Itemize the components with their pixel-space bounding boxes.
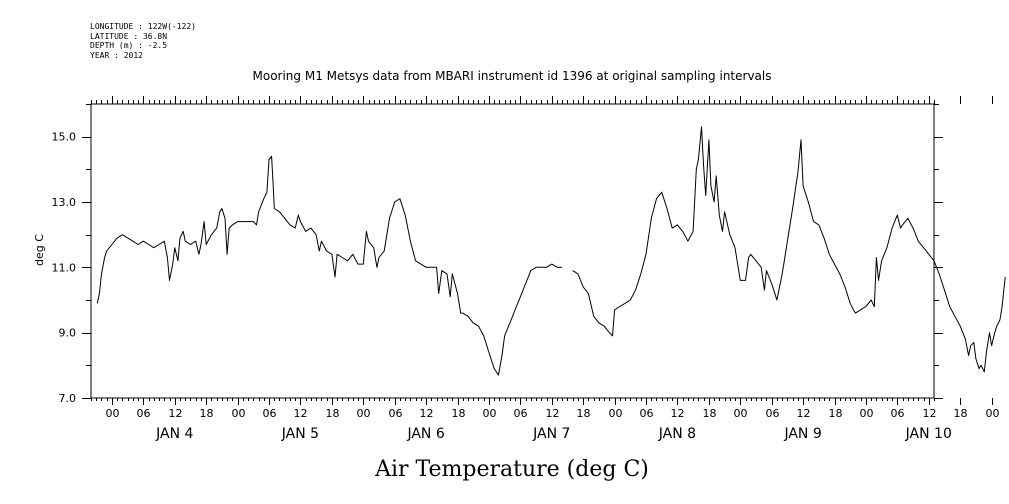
x-hour-tick-label: 12 bbox=[671, 407, 685, 420]
x-axis-label: Air Temperature (deg C) bbox=[374, 457, 649, 482]
air-temperature-line bbox=[572, 126, 1006, 373]
x-hour-tick-label: 06 bbox=[514, 407, 528, 420]
x-hour-tick-label: 00 bbox=[232, 407, 246, 420]
axes-group: 00 06 12 18 00 06 12 18 00 06 12 18 00 06 12 18 00 06 12 18… bbox=[52, 96, 1000, 442]
x-hour-tick-label: 18 bbox=[200, 407, 214, 420]
x-hour-tick-label: 18 bbox=[954, 407, 968, 420]
plot-area bbox=[96, 126, 1006, 376]
x-hour-tick-label: 18 bbox=[829, 407, 843, 420]
x-hour-tick-label: 00 bbox=[483, 407, 497, 420]
x-day-label: JAN 10 bbox=[905, 426, 952, 442]
x-hour-tick-label: 06 bbox=[891, 407, 905, 420]
x-hour-tick-label: 06 bbox=[137, 407, 151, 420]
x-hour-tick-label: 12 bbox=[923, 407, 937, 420]
x-hour-tick-label: 06 bbox=[263, 407, 277, 420]
x-hour-tick-label: 18 bbox=[452, 407, 466, 420]
depth-label: DEPTH (m) : -2.5 bbox=[90, 41, 168, 50]
x-hour-tick-label: 00 bbox=[357, 407, 371, 420]
latitude-label: LATITUDE : 36.8N bbox=[90, 31, 168, 41]
year-label: YEAR : 2012 bbox=[90, 50, 143, 60]
plot-frame bbox=[90, 103, 935, 399]
x-day-label: JAN 6 bbox=[406, 426, 444, 442]
longitude-label: LONGITUDE : 122W(-122) bbox=[90, 22, 196, 31]
x-hour-tick-label: 00 bbox=[986, 407, 1000, 420]
x-day-label: JAN 8 bbox=[658, 426, 696, 442]
x-hour-tick-label: 00 bbox=[609, 407, 623, 420]
x-hour-tick-label: 12 bbox=[420, 407, 434, 420]
x-hour-tick-label: 12 bbox=[294, 407, 308, 420]
x-hour-tick-label: 06 bbox=[389, 407, 403, 420]
x-hour-tick-label: 06 bbox=[766, 407, 780, 420]
x-hour-tick-label: 06 bbox=[640, 407, 654, 420]
x-hour-tick-label: 12 bbox=[797, 407, 811, 420]
y-tick-label: 13.0 bbox=[52, 196, 77, 209]
x-hour-tick-label: 00 bbox=[734, 407, 748, 420]
x-hour-tick-label: 18 bbox=[577, 407, 591, 420]
y-tick-label: 7.0 bbox=[59, 392, 77, 405]
x-hour-tick-label: 00 bbox=[106, 407, 120, 420]
x-hour-tick-label: 00 bbox=[860, 407, 874, 420]
x-hour-tick-label: 18 bbox=[326, 407, 340, 420]
x-hour-tick-label: 18 bbox=[703, 407, 717, 420]
metadata-block: LONGITUDE : 122W(-122) LATITUDE : 36.8N … bbox=[90, 22, 196, 60]
x-day-label: JAN 4 bbox=[155, 426, 193, 442]
y-tick-label: 15.0 bbox=[52, 131, 77, 144]
x-hour-tick-label: 12 bbox=[546, 407, 560, 420]
y-axis-label: deg C bbox=[33, 234, 46, 266]
x-hour-tick-label: 12 bbox=[169, 407, 183, 420]
x-day-label: JAN 7 bbox=[532, 426, 570, 442]
y-tick-label: 9.0 bbox=[59, 327, 77, 340]
x-day-label: JAN 9 bbox=[783, 426, 821, 442]
y-tick-label: 11.0 bbox=[52, 261, 77, 274]
chart-title: Mooring M1 Metsys data from MBARI instru… bbox=[253, 69, 772, 83]
x-day-label: JAN 5 bbox=[281, 426, 319, 442]
air-temperature-line bbox=[96, 155, 563, 376]
